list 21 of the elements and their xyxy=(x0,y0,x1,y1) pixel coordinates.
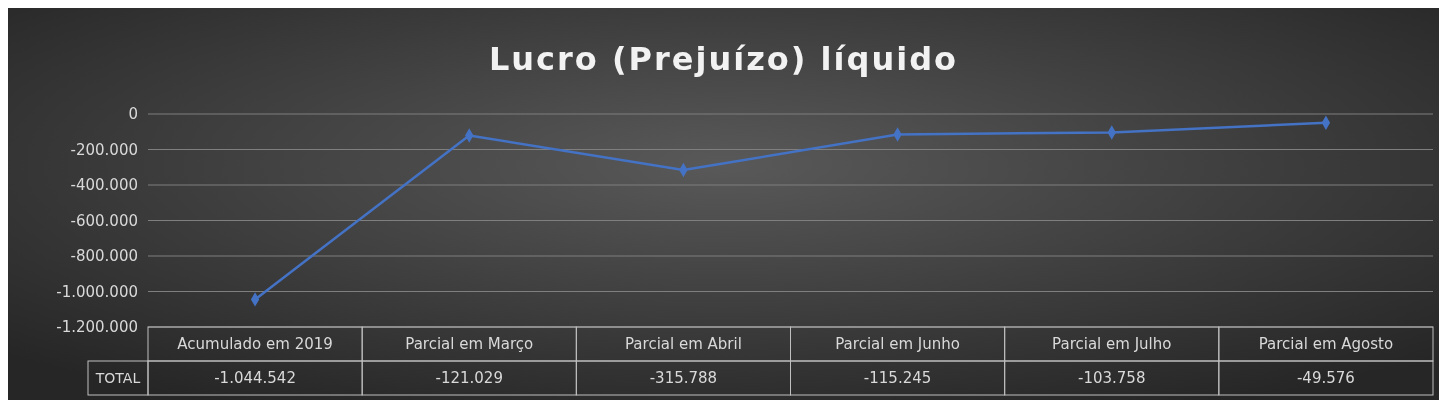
y-tick-label: -600.000 xyxy=(70,211,138,230)
y-tick-label: -400.000 xyxy=(70,176,138,195)
data-label: -315.788 xyxy=(649,369,718,388)
x-tick-label: Acumulado em 2019 xyxy=(177,335,333,354)
y-tick-label: 0 xyxy=(128,105,138,124)
data-label: -49.576 xyxy=(1296,369,1355,388)
x-tick-label: Parcial em Agosto xyxy=(1258,335,1394,354)
data-label: -115.245 xyxy=(863,369,932,388)
x-tick-label: Parcial em Julho xyxy=(1052,335,1172,354)
x-tick-label: Parcial em Abril xyxy=(624,335,742,354)
y-tick-label: -1.200.000 xyxy=(56,318,138,337)
chart-title: Lucro (Prejuízo) líquido xyxy=(488,40,959,78)
y-tick-label: -800.000 xyxy=(70,247,138,266)
x-tick-label: Parcial em Junho xyxy=(835,335,960,354)
text: TOTAL xyxy=(94,369,141,386)
y-tick-label: -1.000.000 xyxy=(56,282,138,301)
x-tick-label: Parcial em Março xyxy=(405,335,534,354)
data-label: -1.044.542 xyxy=(214,369,296,388)
y-tick-label: -200.000 xyxy=(70,140,138,159)
data-label: -121.029 xyxy=(435,369,503,388)
data-label: -103.758 xyxy=(1078,369,1146,388)
